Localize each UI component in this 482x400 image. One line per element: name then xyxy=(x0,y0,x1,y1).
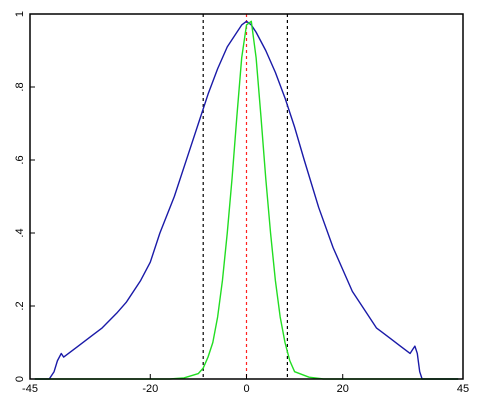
x-axis: -45 -20 0 20 45 xyxy=(22,374,469,395)
y-axis: 0 .2 .4 .6 .8 1 xyxy=(14,11,35,382)
x-tick-label: 0 xyxy=(243,383,249,395)
x-tick-label: 45 xyxy=(457,383,469,395)
y-tick-label: 0 xyxy=(14,376,26,382)
y-tick-label: .8 xyxy=(14,82,26,91)
series-line-1 xyxy=(34,20,459,380)
y-tick-label: .2 xyxy=(14,301,26,310)
x-tick-label: 20 xyxy=(337,383,349,395)
x-tick-label: -45 xyxy=(22,383,38,395)
y-tick-label: 1 xyxy=(14,11,26,17)
y-tick-label: .4 xyxy=(14,228,26,237)
y-tick-label: .6 xyxy=(14,155,26,164)
reference-lines xyxy=(202,14,288,379)
x-tick-label: -20 xyxy=(142,383,158,395)
series-layer xyxy=(34,20,459,380)
